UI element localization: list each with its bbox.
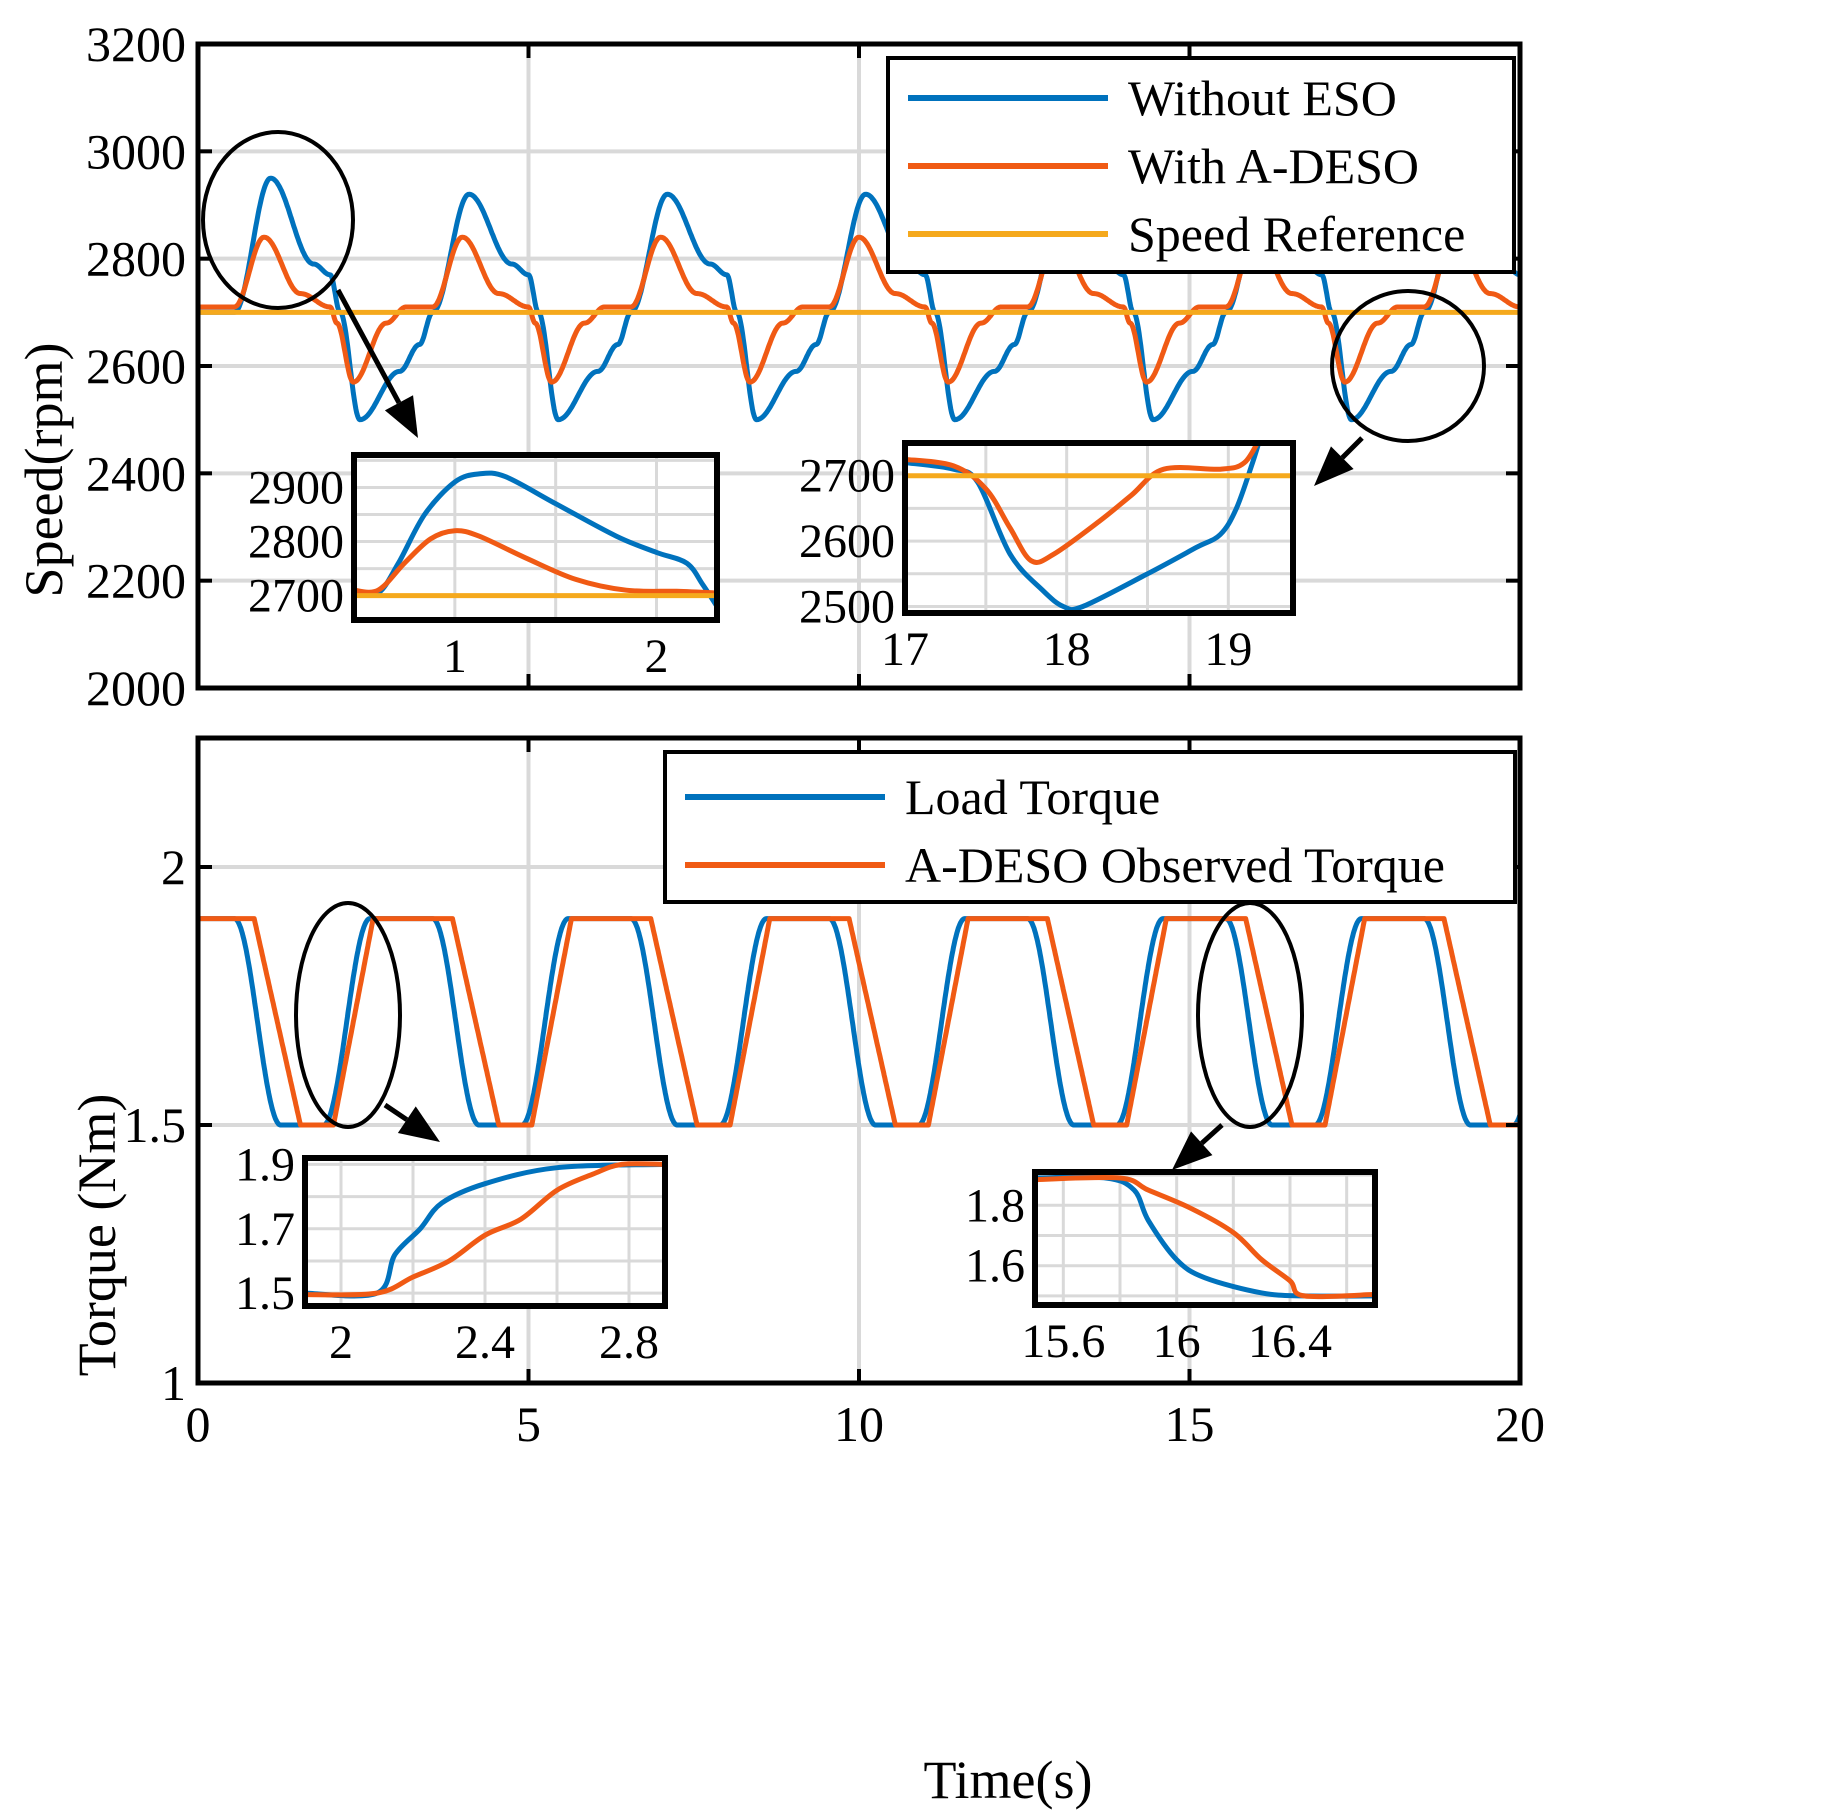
arrow-head [1172,1131,1213,1170]
zoom-ellipse [201,130,355,310]
inset-y-tick-label: 2900 [248,461,344,514]
speed-legend: Without ESO With A-DESO Speed Reference [886,56,1516,274]
torque-inset-2: 1.6 1.8 15.6 16 16.4 [965,1169,1378,1368]
inset-x-tick-label: 16.4 [1248,1315,1332,1368]
x-tick-label: 5 [516,1396,541,1452]
torque-legend: Load Torque A-DESO Observed Torque [663,750,1517,904]
x-tick-label: 20 [1495,1396,1545,1452]
legend-label-a-deso-observed-torque: A-DESO Observed Torque [905,837,1445,893]
inset-x-tick-label: 18 [1043,623,1091,676]
inset-x-tick-label: 2 [645,630,669,683]
y-tick-label: 1 [161,1355,186,1411]
speed-y-axis-label: Speed(rpm) [14,343,74,598]
inset-y-tick-label: 2600 [799,515,895,568]
y-tick-label: 2200 [86,553,186,609]
torque-zoom-annotation-2 [1172,901,1304,1170]
y-tick-label: 2600 [86,338,186,394]
inset-y-tick-label: 1.8 [965,1179,1025,1232]
torque-inset-1-series-a-deso-observed-torque [305,1161,665,1298]
torque-y-axis-label: Torque (Nm) [67,1094,127,1377]
arrow-head [397,1106,440,1142]
inset-y-tick-label: 1.7 [235,1203,295,1256]
zoom-ellipse [1196,901,1304,1129]
inset-y-tick-label: 1.9 [235,1138,295,1191]
torque-inset-2-frame [1032,1169,1378,1308]
legend-label-without-eso: Without ESO [1128,70,1397,126]
y-tick-label: 3000 [86,123,186,179]
speed-inset-2-frame [902,440,1296,616]
inset-x-tick-label: 2.4 [455,1316,515,1369]
zoom-arrow [335,288,402,405]
speed-zoom-annotation-2 [1314,289,1486,486]
inset-x-tick-label: 17 [881,623,929,676]
arrow-head [384,395,418,438]
inset-x-tick-label: 15.6 [1021,1315,1105,1368]
speed-inset-1-frame [351,452,720,623]
inset-x-tick-label: 2 [329,1316,353,1369]
inset-x-tick-label: 2.8 [599,1316,659,1369]
torque-inset-1: 1.5 1.7 1.9 2 2.4 2.8 [235,1138,668,1369]
series-line-with-a-deso [198,234,1520,385]
legend-label-with-a-deso: With A-DESO [1128,138,1419,194]
zoom-ellipse [294,901,402,1129]
x-axis-label: Time(s) [923,1750,1092,1810]
speed-inset-2: 2500 2600 2700 17 18 19 [799,440,1296,676]
x-tick-label: 10 [834,1396,884,1452]
speed-zoom-annotation-1 [201,130,418,438]
arrow-head [1314,446,1354,486]
y-tick-label: 2800 [86,231,186,287]
speed-inset-1-series-with-a-deso [354,528,717,596]
series-line-a-deso-observed-torque [198,916,1520,1128]
speed-inset-1-series-without-eso [354,470,717,608]
x-tick-label: 15 [1165,1396,1215,1452]
inset-y-tick-label: 2700 [799,450,895,503]
torque-zoom-annotation-1 [294,901,440,1142]
legend-label-load-torque: Load Torque [905,769,1160,825]
inset-y-tick-label: 2800 [248,516,344,569]
y-tick-label: 2400 [86,445,186,501]
inset-y-tick-label: 2500 [799,580,895,633]
y-tick-label: 2 [161,839,186,895]
zoom-arrow [383,1102,409,1122]
legend-label-speed-reference: Speed Reference [1128,206,1465,262]
y-tick-label: 3200 [86,16,186,72]
inset-y-tick-label: 1.5 [235,1267,295,1320]
y-tick-label: 2000 [86,660,186,716]
inset-x-tick-label: 19 [1204,623,1252,676]
speed-inset-2-series-with-a-deso [905,443,1261,565]
inset-x-tick-label: 1 [443,630,467,683]
inset-x-tick-label: 16 [1153,1315,1201,1368]
zoom-arrow [1200,1123,1224,1146]
zoom-arrow [1340,436,1364,460]
torque-inset-2-series-a-deso-observed-torque [1035,1174,1375,1300]
torque-inset-1-frame [302,1155,668,1309]
zoom-ellipse [1330,289,1486,443]
x-tick-label: 0 [186,1396,211,1452]
inset-y-tick-label: 1.6 [965,1240,1025,1293]
inset-y-tick-label: 2700 [248,570,344,623]
y-tick-label: 1.5 [124,1097,187,1153]
